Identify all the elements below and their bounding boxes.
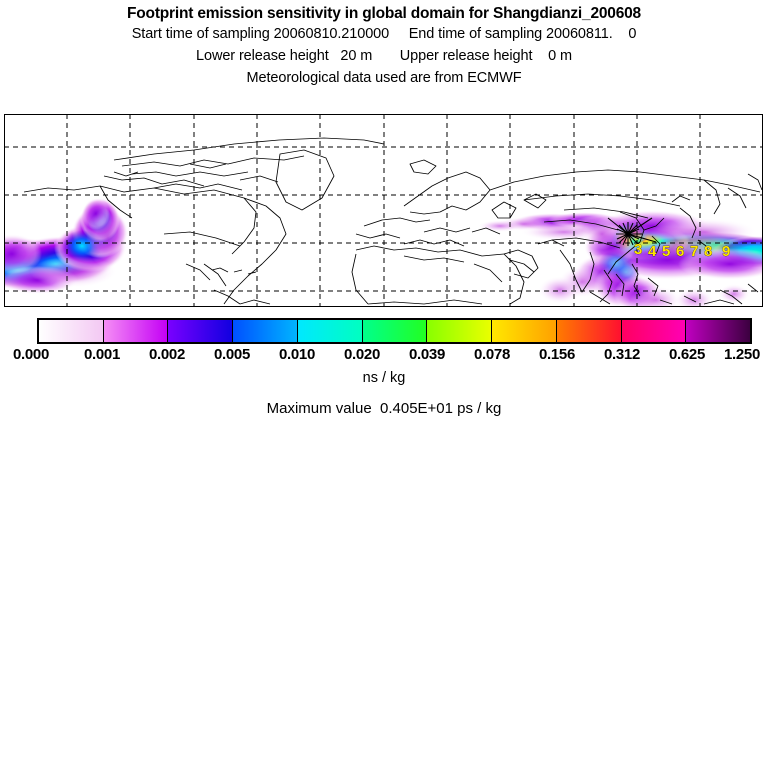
colorbar-tick-5: 0.020 (343, 346, 381, 363)
colorbar-segment-6 (427, 320, 493, 342)
day-label-5: 5 (662, 243, 670, 260)
colorbar-segment-3 (233, 320, 298, 342)
colorbar-tick-7: 0.078 (473, 346, 511, 363)
day-label-6: 6 (676, 243, 684, 260)
colorbar-gradient-box (37, 318, 752, 344)
plume-southeast-asia (538, 250, 750, 306)
colorbar (37, 318, 752, 344)
colorbar-tick-10: 0.625 (668, 346, 706, 363)
colorbar-unit-label: ns / kg (362, 370, 406, 386)
day-label-9: 9 (722, 243, 730, 260)
colorbar-tick-0: 0.000 (12, 346, 50, 363)
release-site-starburst (607, 217, 657, 246)
day-label-7: 7 (690, 243, 698, 260)
footprint-plume-field (5, 198, 762, 306)
met-data-line: Meteorological data used are from ECMWF (246, 70, 522, 86)
day-label-8: 8 (704, 243, 712, 260)
colorbar-segment-0 (39, 320, 104, 342)
global-map: 3 4 5 6 7 8 9 (4, 114, 763, 307)
colorbar-segment-1 (103, 320, 169, 342)
colorbar-tick-3: 0.005 (213, 346, 251, 363)
plot-header: Footprint emission sensitivity in global… (0, 0, 768, 89)
colorbar-segment-10 (686, 320, 751, 342)
colorbar-tick-8: 0.156 (538, 346, 576, 363)
plume-north-pacific-arc (5, 198, 130, 294)
colorbar-tick-labels: 0.000 0.001 0.002 0.005 0.010 0.020 0.039 0.078… (0, 346, 768, 364)
colorbar-tick-6: 0.039 (408, 346, 446, 363)
release-height-line: Lower release height 20 m Upper release … (196, 48, 572, 64)
colorbar-tick-2: 0.002 (148, 346, 186, 363)
colorbar-tick-9: 0.312 (603, 346, 641, 363)
colorbar-tick-1: 0.001 (83, 346, 121, 363)
colorbar-segment-8 (556, 320, 622, 342)
colorbar-segment-2 (168, 320, 234, 342)
colorbar-tick-11: 1.250 (723, 346, 761, 363)
day-label-3: 3 (634, 241, 642, 258)
maximum-value-label: Maximum value 0.405E+01 ps / kg (266, 400, 502, 417)
colorbar-segment-9 (621, 320, 687, 342)
page-title: Footprint emission sensitivity in global… (127, 5, 641, 22)
colorbar-segment-5 (362, 320, 428, 342)
sampling-time-line: Start time of sampling 20060810.210000 E… (131, 26, 637, 42)
colorbar-tick-4: 0.010 (278, 346, 316, 363)
colorbar-segment-4 (297, 320, 363, 342)
map-canvas: 3 4 5 6 7 8 9 (5, 115, 762, 306)
trajectory-day-labels: 3 4 5 6 7 8 9 (634, 241, 731, 260)
day-label-4: 4 (648, 243, 657, 260)
colorbar-segment-7 (492, 320, 557, 342)
